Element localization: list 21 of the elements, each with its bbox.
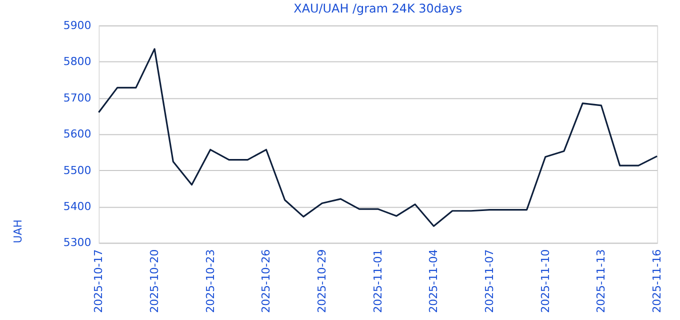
y-tick-label: 5700: [63, 91, 92, 104]
line-series: [98, 48, 658, 227]
y-tick-label: 5400: [63, 200, 92, 214]
y-tick-label: 5900: [63, 18, 92, 32]
x-tick-label: 2025-10-26: [260, 249, 273, 313]
x-tick-label: 2025-11-07: [483, 249, 496, 313]
y-axis-title: UAH: [11, 220, 24, 244]
x-tick-label: 2025-11-10: [538, 249, 552, 313]
x-tick-label: 2025-10-29: [316, 249, 329, 313]
x-tick-label: 2025-11-13: [594, 249, 608, 313]
x-tick-label: 2025-10-17: [92, 249, 106, 313]
y-tick-label: 5500: [63, 164, 92, 177]
x-tick-label: 2025-10-23: [204, 249, 217, 313]
x-tick-label: 2025-11-16: [650, 249, 664, 313]
y-tick-label: 5800: [63, 55, 92, 68]
x-tick-label: 2025-10-20: [148, 249, 162, 313]
x-tick-label: 2025-11-04: [427, 249, 440, 313]
y-tick-label: 5300: [63, 236, 92, 250]
chart-title: XAU/UAH /gram 24K 30days: [294, 1, 462, 16]
y-tick-label: 5600: [63, 128, 92, 141]
x-tick-label: 2025-11-01: [371, 249, 384, 313]
